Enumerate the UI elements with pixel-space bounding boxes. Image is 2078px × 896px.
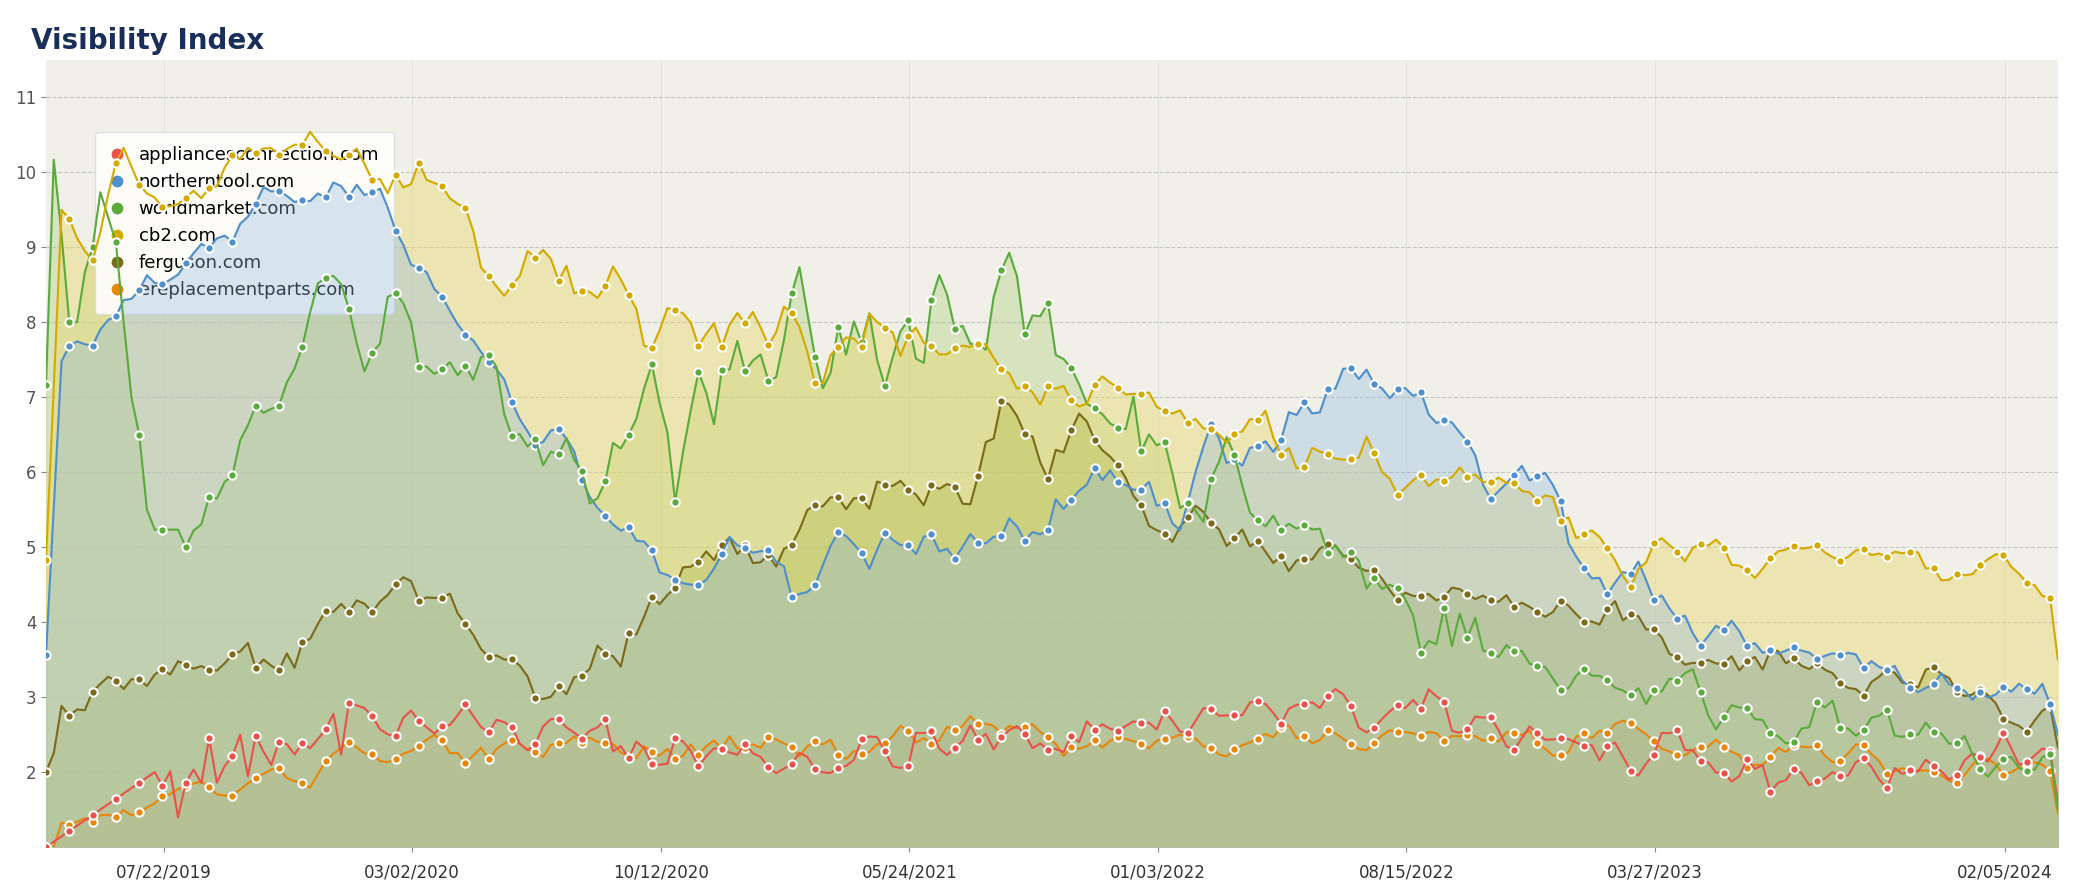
Text: Visibility Index: Visibility Index — [31, 27, 264, 55]
Legend: appliancesconnection.com, northerntool.com, worldmarket.com, cb2.com, ferguson.c: appliancesconnection.com, northerntool.c… — [96, 132, 393, 314]
